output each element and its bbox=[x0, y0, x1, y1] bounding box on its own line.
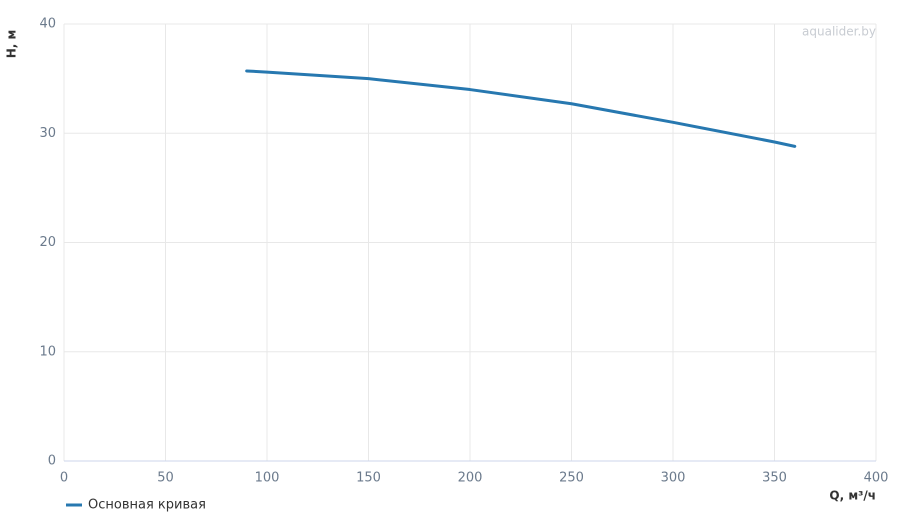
x-tick-label: 200 bbox=[458, 471, 483, 486]
watermark: aqualider.by bbox=[802, 25, 876, 39]
x-tick-label: 400 bbox=[864, 471, 889, 486]
legend-label: Основная кривая bbox=[88, 498, 206, 513]
y-axis-label: H, м bbox=[5, 30, 19, 59]
x-tick-label: 250 bbox=[559, 471, 584, 486]
x-tick-label: 100 bbox=[255, 471, 280, 486]
y-tick-label: 0 bbox=[48, 454, 56, 469]
y-tick-label: 20 bbox=[39, 235, 56, 250]
x-tick-label: 0 bbox=[60, 471, 68, 486]
x-axis-label: Q, м³/ч bbox=[829, 489, 876, 503]
x-tick-label: 300 bbox=[661, 471, 686, 486]
x-tick-label: 350 bbox=[762, 471, 787, 486]
x-tick-label: 50 bbox=[157, 471, 174, 486]
y-tick-label: 30 bbox=[39, 126, 56, 141]
y-tick-label: 10 bbox=[39, 344, 56, 359]
x-tick-label: 150 bbox=[356, 471, 381, 486]
y-tick-label: 40 bbox=[39, 17, 56, 32]
line-series bbox=[245, 69, 797, 148]
